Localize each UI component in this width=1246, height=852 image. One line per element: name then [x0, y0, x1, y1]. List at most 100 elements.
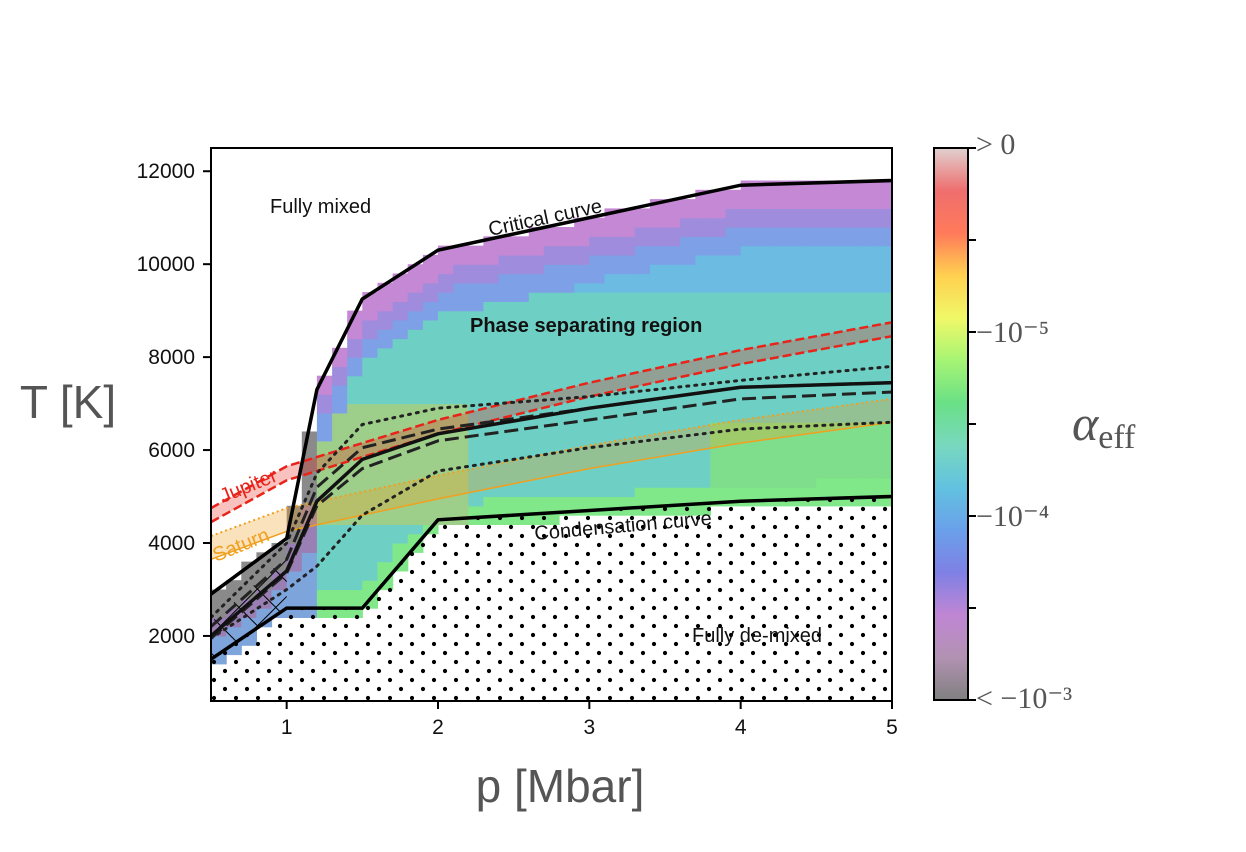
heatmap-cell	[574, 422, 590, 433]
heatmap-cell	[543, 236, 560, 247]
heatmap-cell	[649, 450, 666, 460]
heatmap-cell	[286, 580, 303, 591]
heatmap-cell	[604, 468, 621, 479]
heatmap-cell	[438, 459, 454, 470]
heatmap-cell	[589, 487, 605, 498]
dotted-curve-upper	[211, 364, 892, 619]
heatmap-cell	[649, 468, 666, 479]
jupiter-adiabat-upper	[211, 321, 892, 510]
heatmap-cell	[786, 450, 802, 460]
heatmap-cell	[695, 217, 711, 228]
heatmap-cell	[589, 245, 605, 256]
heatmap-cell	[483, 292, 500, 302]
heatmap-cell	[710, 394, 727, 405]
heatmap-cell	[801, 487, 817, 498]
heatmap-cell	[755, 254, 772, 265]
heatmap-cell	[634, 477, 651, 488]
heatmap-cell	[740, 468, 757, 479]
heatmap-cell	[634, 208, 651, 219]
heatmap-cell	[362, 347, 378, 358]
heatmap-cell	[695, 440, 711, 451]
heatmap-cell	[710, 189, 727, 200]
heatmap-cell	[362, 477, 378, 488]
heatmap-cell	[347, 533, 363, 544]
heatmap-cell	[816, 357, 832, 367]
heatmap-cell	[422, 394, 439, 405]
heatmap-cell	[574, 347, 590, 358]
heatmap-cell	[831, 264, 848, 275]
heatmap-cell	[498, 505, 515, 516]
heatmap-cell	[528, 496, 545, 507]
heatmap-cell	[740, 459, 757, 470]
heatmap-cell	[634, 487, 651, 498]
heatmap-cell	[422, 515, 439, 525]
heatmap-cell	[483, 375, 500, 386]
heatmap-cell	[861, 189, 878, 200]
heatmap-cell	[665, 208, 681, 219]
heatmap-cell	[680, 385, 696, 395]
heatmap-cell	[438, 347, 454, 358]
heatmap-cell	[377, 366, 394, 377]
heatmap-cell	[332, 366, 348, 377]
heatmap-cell	[876, 189, 892, 200]
heatmap-cell	[770, 412, 787, 423]
heatmap-cell	[740, 338, 757, 349]
heatmap-cell	[528, 366, 545, 377]
heatmap-cell	[438, 385, 454, 395]
heatmap-cell	[377, 357, 394, 367]
heatmap-cell	[377, 543, 394, 553]
heatmap-cell	[256, 552, 273, 563]
heatmap-cell	[876, 431, 892, 442]
heatmap-cell	[301, 524, 318, 535]
heatmap-cell	[332, 422, 348, 433]
heatmap-cell	[786, 292, 802, 302]
heatmap-cell	[801, 264, 817, 275]
heatmap-cell	[846, 199, 863, 209]
heatmap-cell	[362, 375, 378, 386]
heatmap-cell	[559, 292, 575, 302]
heatmap-cell	[604, 282, 621, 293]
heatmap-cell	[680, 422, 696, 433]
heatmap-cell	[801, 394, 817, 405]
heatmap-cell	[604, 254, 621, 265]
heatmap-cell	[332, 459, 348, 470]
heatmap-cell	[438, 431, 454, 442]
heatmap-cell	[559, 273, 575, 284]
heatmap-cell	[316, 552, 333, 563]
heatmap-cell	[271, 552, 288, 563]
heatmap-cell	[498, 431, 515, 442]
heatmap-cell	[528, 347, 545, 358]
heatmap-cell	[528, 282, 545, 293]
heatmap-cell	[392, 301, 409, 312]
heatmap-cell	[377, 385, 394, 395]
heatmap-cell	[786, 189, 802, 200]
heatmap-cell	[740, 208, 757, 219]
heatmap-cell	[634, 412, 651, 423]
heatmap-cell	[332, 570, 348, 581]
heatmap-cell	[574, 440, 590, 451]
heatmap-cell	[528, 245, 545, 256]
heatmap-cell	[301, 552, 318, 563]
heatmap-cell	[286, 515, 303, 525]
heatmap-cell	[513, 468, 530, 479]
heatmap-cell	[286, 505, 303, 516]
heatmap-cell	[634, 338, 651, 349]
heatmap-cell	[347, 412, 363, 423]
heatmap-cell	[483, 245, 500, 256]
heatmap-cell	[332, 487, 348, 498]
heatmap-cell	[498, 487, 515, 498]
heatmap-cell	[695, 496, 711, 507]
heatmap-cell	[695, 431, 711, 442]
heatmap-cell	[831, 459, 848, 470]
heatmap-cell	[861, 450, 878, 460]
heatmap-cell	[816, 282, 832, 293]
heatmap-cell	[347, 589, 363, 600]
heatmap-cell	[770, 310, 787, 321]
heatmap-cell	[528, 329, 545, 340]
heatmap-cell	[755, 366, 772, 377]
heatmap-cell	[528, 468, 545, 479]
heatmap-cell	[559, 422, 575, 433]
heatmap-cell	[543, 477, 560, 488]
heatmap-cell	[543, 264, 560, 275]
heatmap-cell	[649, 273, 666, 284]
